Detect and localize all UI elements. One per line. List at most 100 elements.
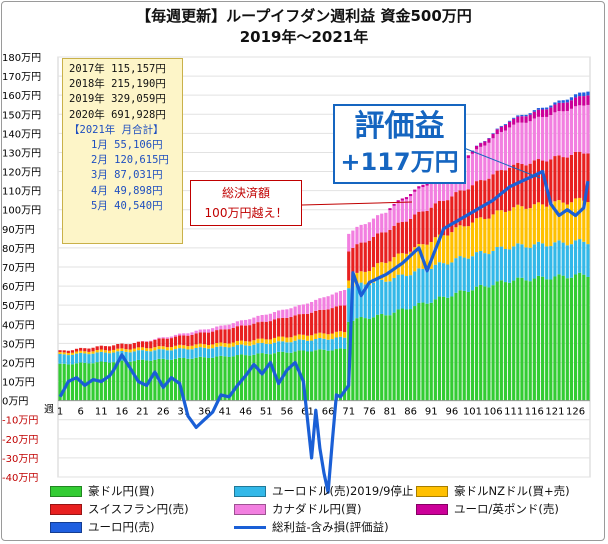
bar-segment — [153, 350, 157, 360]
y-tick-label: 60万円 — [2, 282, 35, 293]
bar-segment — [528, 247, 532, 282]
bar-segment — [231, 346, 235, 357]
bar-segment — [91, 353, 95, 364]
bar-segment — [153, 359, 157, 401]
bar-segment — [136, 350, 141, 360]
bar-segment — [260, 321, 264, 339]
legend-swatch-eur-gbp — [416, 504, 448, 515]
bar-segment — [285, 352, 289, 401]
bar-segment — [326, 309, 330, 335]
legend-label-cad-jpy: カナダドル円(買) — [272, 502, 362, 516]
bar-segment — [429, 182, 433, 208]
bar-segment — [454, 292, 458, 401]
bar-segment — [578, 96, 582, 106]
bar-segment — [116, 361, 120, 401]
bar-segment — [388, 208, 392, 211]
bar-segment — [380, 279, 384, 314]
bar-segment — [248, 355, 252, 401]
bar-segment — [441, 201, 446, 236]
bar-segment — [260, 353, 264, 401]
bar-segment — [569, 202, 574, 245]
bar-segment — [161, 338, 165, 347]
bar-segment — [586, 91, 590, 96]
bar-segment — [536, 275, 541, 401]
bar-segment — [293, 340, 297, 352]
bar-segment — [557, 274, 561, 401]
bar-segment — [91, 351, 95, 354]
bar-segment — [206, 332, 211, 345]
bar-segment — [235, 326, 240, 341]
bar-segment — [392, 225, 396, 258]
bar-segment — [388, 281, 392, 316]
bar-segment — [190, 345, 194, 350]
bar-segment — [277, 336, 281, 342]
bar-segment — [178, 344, 182, 349]
bar-segment — [532, 111, 536, 119]
bar-segment — [573, 151, 578, 199]
bar-segment — [248, 341, 252, 346]
bar-segment — [289, 342, 293, 353]
bar-segment — [540, 107, 545, 110]
legend-label-chf-jpy: スイスフラン円(売) — [88, 502, 189, 516]
total-settlement-line1: 総決済額 — [221, 186, 270, 200]
legend-label-eur-usd: ユーロドル(売)2019/9停止 — [272, 484, 414, 498]
bar-segment — [474, 218, 479, 253]
summary-box: 2017年 115,157円 2018年 215,190円 2019年 329,… — [62, 58, 183, 244]
bar-segment — [330, 294, 334, 309]
bar-segment — [149, 348, 153, 352]
bar-segment — [322, 338, 326, 350]
bar-segment — [211, 331, 215, 345]
bar-segment — [330, 333, 334, 340]
bar-segment — [582, 96, 586, 106]
bar-segment — [359, 317, 363, 401]
bar-segment — [367, 318, 371, 401]
bar-segment — [437, 296, 442, 401]
bar-segment — [244, 319, 248, 326]
bar-segment — [384, 281, 388, 316]
bar-segment — [83, 351, 87, 354]
bar-segment — [87, 354, 91, 364]
bar-segment — [466, 189, 470, 227]
bar-segment — [524, 247, 528, 281]
bar-segment — [507, 121, 512, 128]
bar-segment — [503, 130, 508, 171]
y-tick-label: 140万円 — [2, 129, 41, 140]
bar-segment — [103, 350, 108, 353]
bar-segment — [305, 303, 310, 314]
legend-item-eur-gbp: ユーロ/英ポンド(売) — [416, 502, 559, 516]
bar-segment — [371, 236, 376, 268]
bar-segment — [367, 240, 371, 272]
bar-segment — [408, 194, 413, 197]
bar-segment — [549, 115, 553, 160]
bar-segment — [272, 312, 277, 320]
bar-segment — [219, 325, 223, 330]
bar-segment — [470, 290, 475, 401]
bar-segment — [413, 191, 417, 215]
bar-segment — [450, 196, 454, 233]
bar-segment — [74, 363, 79, 401]
bar-segment — [83, 353, 87, 363]
bar-segment — [557, 100, 561, 103]
bar-segment — [87, 351, 91, 355]
bar-segment — [128, 361, 132, 401]
bar-segment — [112, 349, 116, 353]
bar-segment — [277, 341, 281, 352]
bar-segment — [586, 153, 590, 203]
bar-segment — [503, 282, 508, 401]
y-tick-label: 160万円 — [2, 91, 41, 102]
bar-segment — [322, 309, 326, 334]
bar-segment — [483, 286, 487, 401]
legend-swatch-eur-usd — [234, 486, 266, 497]
bar-segment — [289, 317, 293, 338]
bar-segment — [132, 351, 136, 362]
bar-segment — [248, 319, 252, 326]
bar-segment — [470, 153, 475, 186]
bar-segment — [58, 363, 62, 401]
bar-segment — [413, 247, 417, 272]
bar-segment — [408, 309, 413, 401]
bar-segment — [474, 181, 479, 219]
bar-segment — [310, 312, 314, 336]
bar-segment — [553, 102, 557, 105]
bar-segment — [268, 344, 272, 355]
bar-segment — [421, 211, 425, 245]
